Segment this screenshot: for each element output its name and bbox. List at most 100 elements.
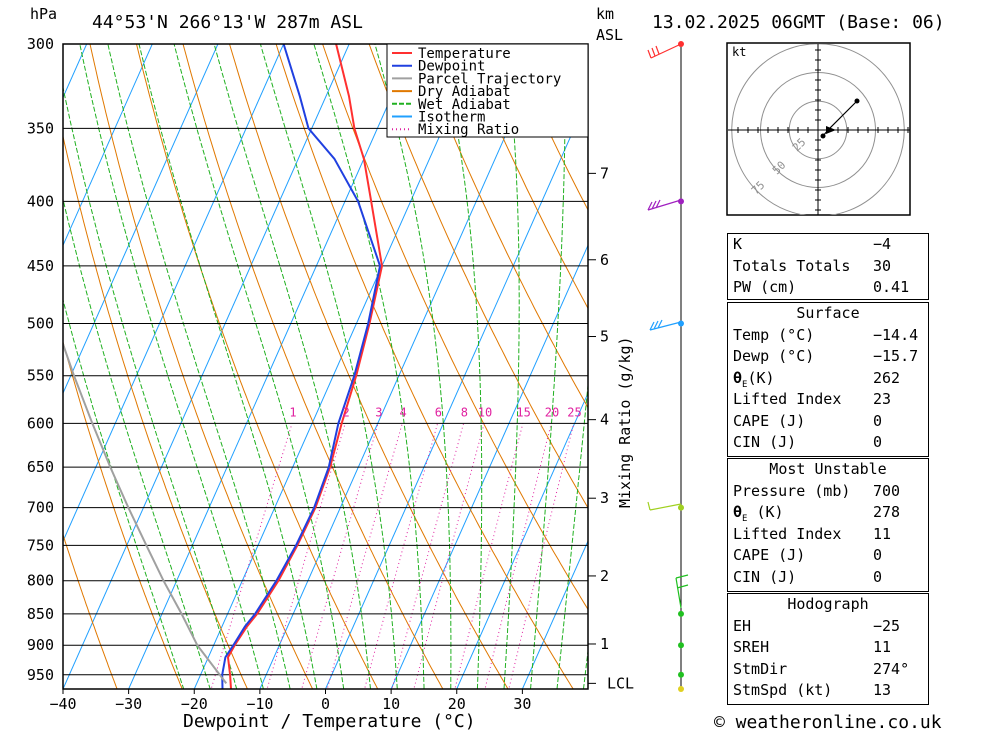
index-label: CIN (J) (733, 433, 797, 451)
mixing-ratio-line (484, 423, 552, 689)
wind-barb (647, 501, 682, 511)
x-tick-label: 30 (513, 695, 531, 713)
asl-label: ASL (596, 26, 623, 44)
index-row: Lifted Index 11 (728, 524, 928, 546)
wind-barb (647, 43, 682, 59)
dry-adiabat-line (949, 6, 1000, 703)
wind-barb (647, 199, 682, 211)
index-label: CAPE (J) (733, 411, 806, 430)
index-value: 0 (873, 546, 883, 564)
index-value: −25 (873, 616, 901, 635)
index-value: 274° (873, 659, 910, 678)
hodograph-point (854, 98, 860, 104)
plot-area (0, 0, 1000, 703)
mixing-ratio-label: 2 (342, 406, 349, 420)
index-value: 0.41 (873, 278, 910, 296)
pressure-tick-label: 500 (27, 315, 54, 333)
pressure-tick-label: 750 (27, 536, 54, 554)
index-label: K (733, 235, 743, 253)
isotherm-line (0, 0, 65, 703)
x-tick-label: −30 (115, 695, 142, 713)
mixing-ratio-label: 20 (545, 406, 559, 420)
km-tick-label: 2 (600, 567, 609, 585)
wet-adiabat-line (79, 44, 264, 689)
index-row: EH −25 (728, 616, 928, 638)
legend-label: Temperature (418, 46, 511, 62)
index-value: 23 (873, 390, 892, 408)
storm-motion-marker (826, 126, 836, 134)
index-label: CAPE (J) (733, 546, 806, 564)
wind-level-dot (678, 320, 684, 327)
index-row: Dewp (°C) −15.7 (728, 346, 928, 368)
legend-label: Dewpoint (418, 59, 485, 75)
wet-adiabat-line (440, 44, 483, 689)
index-value: 0 (873, 433, 883, 451)
legend-label: Mixing Ratio (418, 122, 519, 138)
wet-adiabat-line (529, 44, 566, 689)
index-value: 30 (873, 256, 892, 275)
dry-adiabat-line (63, 533, 118, 689)
wet-adiabat-line (556, 380, 588, 689)
plot-frame (62, 43, 589, 690)
index-row: K −4 (728, 234, 928, 256)
isotherm-line (63, 44, 88, 99)
km-tick-label: LCL (607, 674, 634, 692)
index-label: Temp (°C) (733, 325, 815, 344)
copyright[interactable]: © weatheronline.co.uk (714, 712, 942, 733)
wet-adiabat-line (63, 297, 185, 689)
index-label: θE (K) (733, 503, 784, 524)
index-value: 278 (873, 503, 901, 521)
index-row: CAPE (J) 0 (728, 545, 928, 567)
index-value: −4 (873, 235, 892, 253)
km-label: km (596, 5, 614, 23)
pressure-tick-label: 650 (27, 458, 54, 476)
pressure-tick-label: 450 (27, 257, 54, 275)
x-tick-label: −10 (246, 695, 273, 713)
location-title: 44°53'N 266°13'W 287m ASL (92, 12, 363, 33)
pressure-tick-label: 850 (27, 605, 54, 623)
mixing-ratio-label: 8 (461, 406, 468, 420)
wind-level-dot (678, 198, 684, 205)
x-tick-label: 0 (321, 695, 330, 713)
surface-panel: Surface Temp (°C) −14.4 Dewp (°C) −15.7 θE(K)… (727, 302, 929, 457)
x-tick-label: 20 (448, 695, 466, 713)
pressure-tick-label: 900 (27, 636, 54, 654)
wet-adiabat-line (138, 44, 318, 689)
index-value: −15.7 (873, 347, 919, 365)
index-row: Lifted Index 23 (728, 389, 928, 411)
mixing-ratio-line (508, 423, 575, 689)
index-value: 700 (873, 481, 901, 500)
index-label: Dewp (°C) (733, 347, 815, 365)
index-label: Pressure (mb) (733, 481, 851, 500)
pressure-tick-label: 800 (27, 572, 54, 590)
wet-adiabat-line (374, 44, 452, 689)
mixing-ratio-line (266, 423, 346, 689)
dry-adiabat-line (0, 6, 57, 703)
wet-adiabat-line (63, 197, 211, 689)
index-value: 262 (873, 368, 901, 387)
mixing-ratio-label: 15 (516, 406, 530, 420)
index-value: 0 (873, 567, 883, 586)
dry-adiabat-line (994, 6, 1000, 703)
pressure-tick-label: 600 (27, 414, 54, 432)
pressure-tick-label: 550 (27, 367, 54, 385)
legend-label: Parcel Trajectory (418, 71, 561, 87)
km-axis: 7 6 5 4 3 2 1 LCL (588, 164, 634, 692)
pressure-tick-label: 300 (27, 35, 54, 53)
km-tick-label: 1 (600, 635, 609, 653)
index-row: Pressure (mb) 700 (728, 481, 928, 503)
hodograph-unit-label: kt (732, 45, 746, 59)
isotherm-line (521, 539, 588, 689)
hodograph-indices-panel: Hodograph EH −25 SREH 11 StmDir 274° StmSpd (kt… (727, 593, 929, 705)
index-section-title: Surface (796, 304, 860, 322)
mixing-ratio-label: 10 (478, 406, 492, 420)
mixing-ratio-label: 6 (435, 406, 442, 420)
isotherm-line (63, 44, 350, 689)
x-axis-title: Dewpoint / Temperature (°C) (183, 711, 476, 732)
index-label: StmSpd (kt) (733, 681, 833, 699)
index-value: 13 (873, 681, 892, 699)
datetime-title: 13.02.2025 06GMT (Base: 06) (652, 12, 945, 33)
index-label: EH (733, 616, 752, 635)
